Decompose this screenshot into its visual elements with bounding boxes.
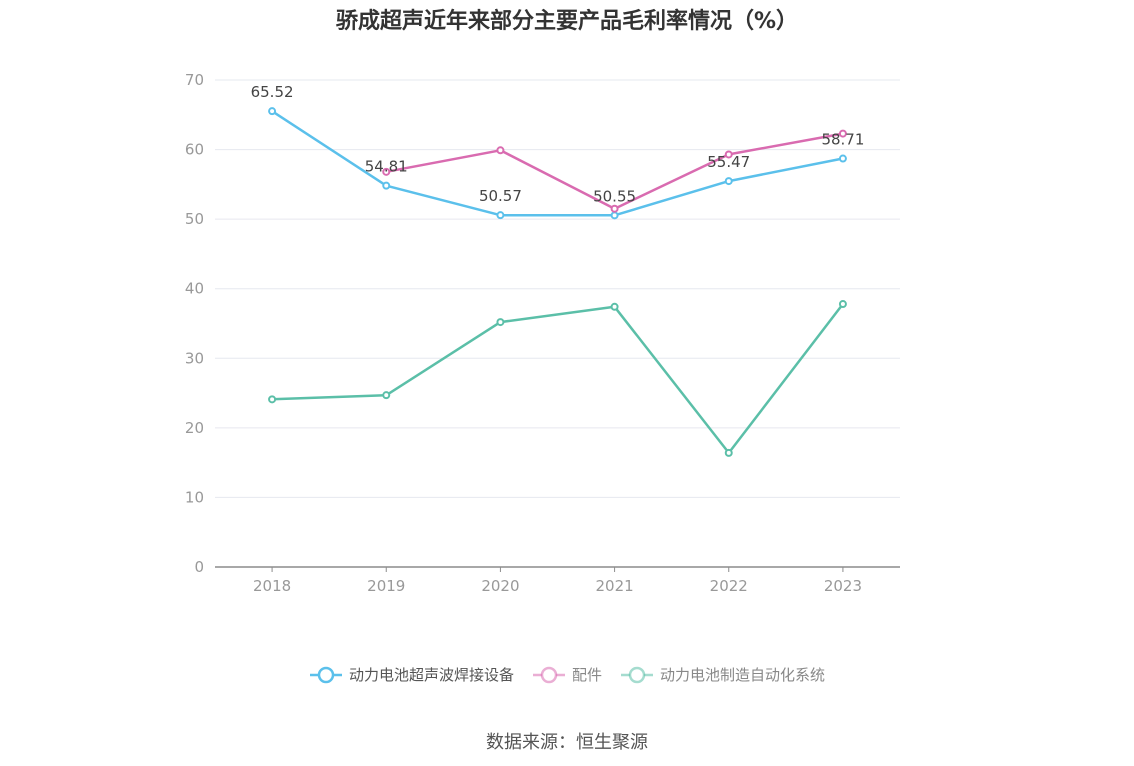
legend: 动力电池超声波焊接设备 配件 动力电池制造自动化系统 bbox=[0, 664, 1134, 685]
series-line-2 bbox=[272, 303, 844, 455]
y-tick-label: 40 bbox=[185, 280, 204, 298]
legend-label: 配件 bbox=[571, 666, 602, 684]
y-tick-label: 0 bbox=[194, 558, 204, 576]
data-point bbox=[610, 211, 619, 220]
x-tick-label: 2022 bbox=[710, 577, 748, 595]
data-point bbox=[268, 395, 277, 404]
data-point bbox=[838, 300, 847, 309]
source-note: 数据来源：恒生聚源 bbox=[486, 732, 648, 753]
y-tick-label: 10 bbox=[185, 488, 204, 506]
x-tick-label: 2020 bbox=[481, 577, 519, 595]
data-point bbox=[610, 302, 619, 311]
chart-title: 骄成超声近年来部分主要产品毛利率情况（%） bbox=[335, 9, 799, 34]
legend-item[interactable]: 配件 bbox=[532, 664, 602, 685]
grid-layer bbox=[215, 79, 900, 498]
label-layer: 65.52 54.81 50.57 50.55 55.47 58.71 bbox=[251, 83, 865, 205]
data-label: 50.57 bbox=[479, 187, 522, 205]
data-point bbox=[496, 318, 505, 327]
y-tick-label: 70 bbox=[185, 71, 204, 89]
data-point bbox=[382, 181, 391, 190]
legend-label: 动力电池制造自动化系统 bbox=[660, 666, 826, 684]
data-label: 55.47 bbox=[707, 153, 750, 171]
data-point bbox=[268, 107, 277, 116]
y-tick-label: 60 bbox=[185, 141, 204, 159]
data-label: 58.71 bbox=[821, 131, 864, 149]
data-point bbox=[496, 211, 505, 220]
data-label: 65.52 bbox=[251, 83, 294, 101]
y-tick-label: 30 bbox=[185, 349, 204, 367]
data-label: 50.55 bbox=[593, 187, 636, 205]
legend-item[interactable]: 动力电池超声波焊接设备 bbox=[309, 664, 514, 685]
x-tick-label: 2023 bbox=[824, 577, 862, 595]
y-tick-label: 50 bbox=[185, 210, 204, 228]
data-point bbox=[496, 146, 505, 155]
legend-item[interactable]: 动力电池制造自动化系统 bbox=[620, 664, 825, 685]
series-line-0 bbox=[271, 110, 844, 217]
x-tick-label: 2021 bbox=[595, 577, 633, 595]
data-label: 54.81 bbox=[365, 158, 408, 176]
legend-marker-icon bbox=[309, 666, 342, 683]
data-point bbox=[382, 391, 391, 400]
data-point bbox=[724, 150, 733, 159]
data-point bbox=[382, 167, 391, 176]
data-point bbox=[838, 129, 847, 138]
axis-layer: 0 10 20 30 40 50 60 70 2018 2019 2020 2021 2022 2023 bbox=[185, 71, 900, 595]
series-layer bbox=[268, 107, 847, 457]
x-tick-label: 2019 bbox=[367, 577, 405, 595]
legend-marker-icon bbox=[621, 666, 653, 683]
data-point bbox=[724, 448, 733, 457]
y-tick-label: 20 bbox=[185, 419, 204, 437]
x-tick-label: 2018 bbox=[253, 577, 291, 595]
legend-marker-icon bbox=[532, 666, 565, 683]
data-point bbox=[610, 204, 619, 213]
data-point bbox=[724, 177, 733, 186]
legend-label: 动力电池超声波焊接设备 bbox=[348, 666, 514, 684]
data-point bbox=[838, 154, 847, 163]
